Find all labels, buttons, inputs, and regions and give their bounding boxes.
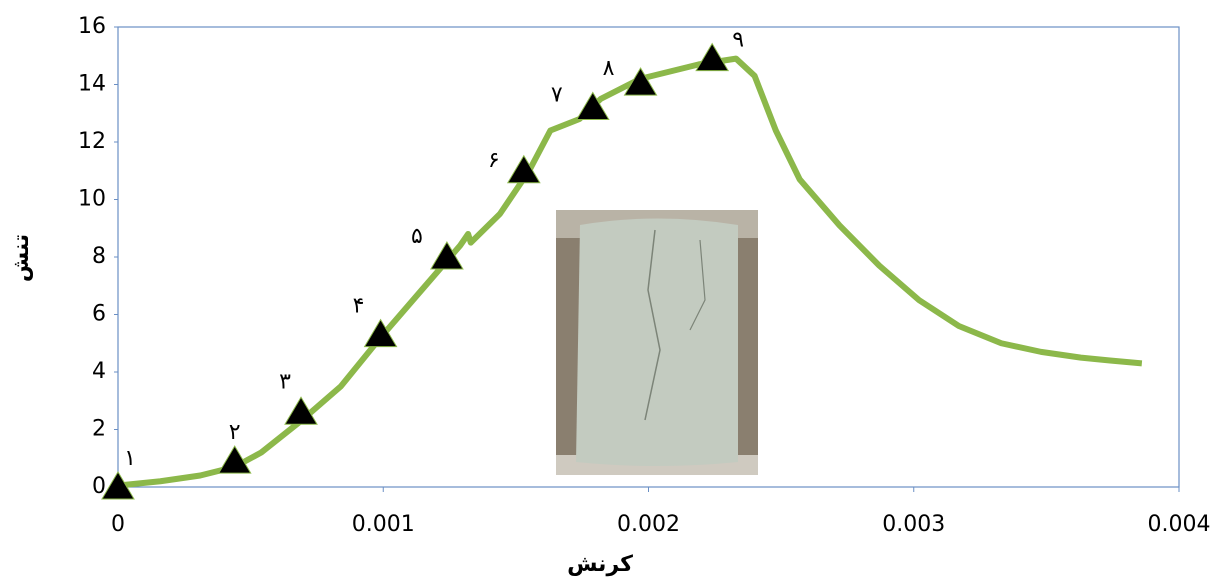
point-label: ۶: [488, 148, 500, 173]
point-label: ۱: [124, 446, 136, 471]
x-axis-title: کرنش: [567, 552, 633, 577]
point-label: ۲: [229, 420, 241, 445]
point-label: ۷: [551, 83, 563, 108]
y-tick-label: 12: [78, 129, 106, 154]
x-tick-label: 0.001: [352, 512, 415, 537]
marker: [284, 396, 318, 425]
marker: [575, 91, 610, 120]
y-tick-label: 0: [92, 474, 106, 499]
point-label: ۳: [279, 369, 291, 394]
marker: [217, 445, 252, 474]
marker: [101, 471, 135, 500]
point-label: ۹: [732, 28, 744, 53]
y-tick-label: 8: [92, 244, 106, 269]
y-axis-title: تنش: [9, 234, 34, 282]
y-tick-label: 10: [78, 187, 106, 212]
marker: [695, 42, 730, 72]
marker: [363, 318, 398, 348]
x-tick-label: 0: [111, 512, 125, 537]
y-tick-label: 2: [92, 417, 106, 442]
y-tick-label: 14: [78, 72, 106, 97]
marker: [506, 154, 541, 184]
x-tick-label: 0.002: [617, 512, 680, 537]
point-label: ۴: [353, 294, 365, 319]
marker: [430, 241, 464, 270]
point-label: ۵: [411, 224, 423, 249]
x-tick-label: 0.004: [1148, 512, 1211, 537]
x-tick-label: 0.003: [882, 512, 945, 537]
y-tick-label: 4: [92, 359, 106, 384]
y-tick-label: 6: [92, 302, 106, 327]
y-tick-label: 16: [78, 14, 106, 39]
inset-photo: [556, 210, 758, 475]
marker: [623, 67, 658, 96]
point-label: ۸: [603, 56, 615, 81]
